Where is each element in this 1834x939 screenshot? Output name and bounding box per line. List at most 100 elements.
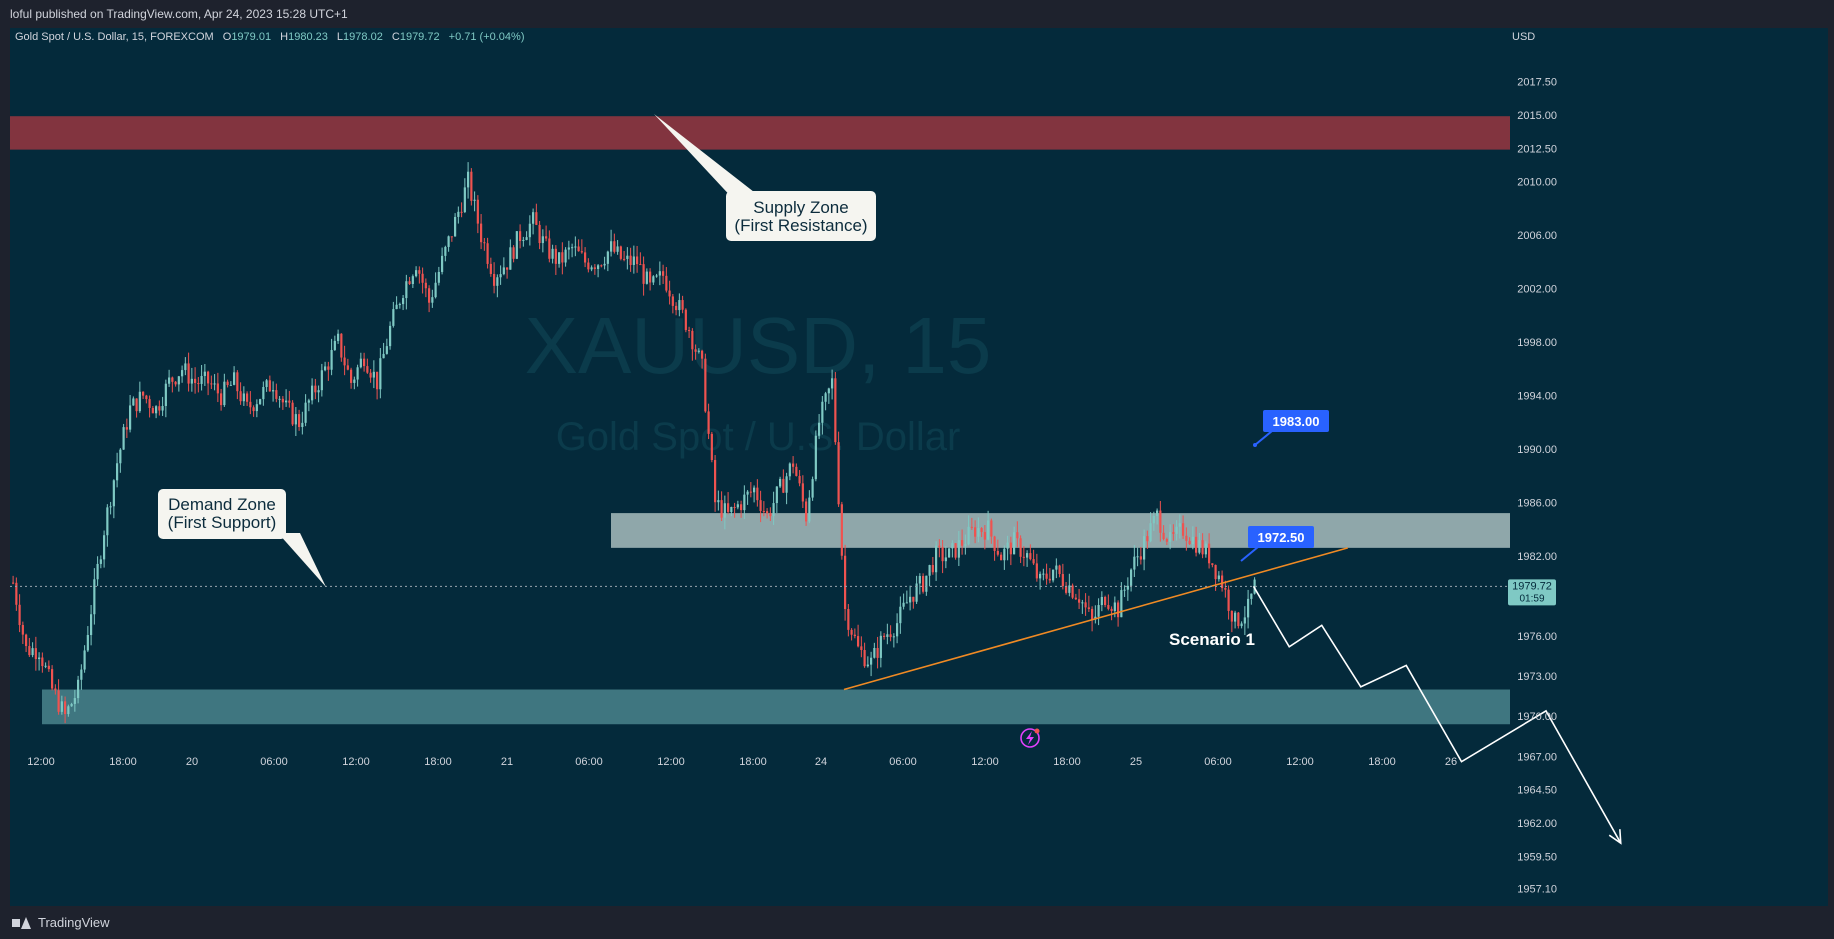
candle-body <box>870 657 873 665</box>
legend-h-label: H <box>280 31 288 43</box>
candle-body <box>603 263 606 266</box>
candle-body <box>720 500 723 518</box>
candle-body <box>1087 607 1090 609</box>
candle-body <box>307 400 310 403</box>
price-label-1983[interactable]: 1983.00 <box>1253 410 1329 447</box>
candle-body <box>1117 602 1120 618</box>
candle-body <box>704 358 707 412</box>
candle-body <box>1000 554 1003 561</box>
candle-body <box>564 249 567 263</box>
candle-body <box>1159 510 1162 533</box>
candle-body <box>382 353 385 359</box>
candle-body <box>668 290 671 297</box>
candle-body <box>437 271 440 283</box>
candle-body <box>652 276 655 283</box>
candle-body <box>743 494 746 511</box>
candle-body <box>1185 535 1188 541</box>
candle-body <box>1029 553 1032 560</box>
candle-body <box>1084 602 1087 608</box>
candle-body <box>21 625 24 635</box>
candle-body <box>1100 596 1103 606</box>
candle-body <box>1091 608 1094 620</box>
last-price-value: 1979.72 <box>1512 580 1552 592</box>
candle-body <box>18 604 21 626</box>
candle-body <box>710 433 713 461</box>
candle-body <box>889 634 892 638</box>
candle-body <box>1146 536 1149 542</box>
candle-body <box>122 427 125 450</box>
legend-change: +0.71 (+0.04%) <box>449 31 525 43</box>
candle-body <box>489 263 492 274</box>
candle-body <box>1224 588 1227 590</box>
candle-body <box>688 330 691 332</box>
candle-body <box>252 407 255 412</box>
candle-body <box>148 399 151 408</box>
watermark-ticker: XAUUSD, 15 <box>525 301 992 390</box>
price-tick-label: 1994.00 <box>1517 391 1557 403</box>
candle-body <box>853 634 856 637</box>
candle-body <box>454 216 457 237</box>
candle-body <box>112 480 115 507</box>
candle-body <box>411 276 414 285</box>
candle-body <box>873 647 876 658</box>
candle-body <box>1208 543 1211 564</box>
candle-body <box>993 536 996 551</box>
candle-body <box>255 404 258 412</box>
candle-body <box>275 390 278 399</box>
candle-body <box>938 545 941 548</box>
candle-body <box>203 371 206 376</box>
candle-body <box>340 333 343 358</box>
candle-body <box>268 380 271 392</box>
candle-body <box>119 449 122 464</box>
candle-body <box>1247 598 1250 618</box>
price-chart[interactable]: XAUUSD, 15 Gold Spot / U.S. Dollar Gold … <box>10 28 1828 906</box>
flash-icon[interactable] <box>1020 728 1040 748</box>
candle-body <box>1058 565 1061 575</box>
candle-body <box>909 596 912 603</box>
candle-body <box>1178 523 1181 527</box>
candle-body <box>200 375 203 384</box>
candle-body <box>369 372 372 378</box>
candles <box>12 162 1256 724</box>
candle-body <box>821 401 824 423</box>
candle-body <box>899 606 902 624</box>
candle-body <box>1013 532 1016 555</box>
price-label-1972[interactable]: 1972.50 <box>1240 526 1314 562</box>
candle-body <box>106 507 109 536</box>
price-axis: 2017.50 2015.00 2012.50 2010.00 2006.00 2002.… <box>1517 76 1557 895</box>
candle-body <box>616 246 619 252</box>
ohlc-legend: Gold Spot / U.S. Dollar, 15, FOREXCOM O1… <box>15 31 525 43</box>
candle-body <box>850 629 853 635</box>
candle-body <box>714 460 717 503</box>
candle-body <box>1217 575 1220 580</box>
footer-brand[interactable]: TradingView <box>38 915 110 930</box>
candle-body <box>1055 565 1058 570</box>
price-tick-label: 1998.00 <box>1517 337 1557 349</box>
candle-body <box>281 398 284 403</box>
candle-body <box>132 398 135 406</box>
time-tick-label: 18:00 <box>1368 756 1396 768</box>
candle-body <box>333 340 336 350</box>
candle-body <box>964 544 967 546</box>
candle-body <box>1191 536 1194 545</box>
candle-body <box>590 267 593 270</box>
candle-body <box>1221 575 1224 589</box>
candle-body <box>671 296 674 306</box>
candle-body <box>1039 573 1042 579</box>
candle-body <box>379 358 382 390</box>
candle-body <box>398 304 401 306</box>
candle-body <box>1019 538 1022 557</box>
time-tick-label: 20 <box>186 756 198 768</box>
candle-body <box>727 503 730 512</box>
candle-body <box>545 236 548 239</box>
price-tick-label: 1986.00 <box>1517 497 1557 509</box>
candle-body <box>109 506 112 508</box>
candle-body <box>314 385 317 393</box>
candle-body <box>662 271 665 276</box>
candle-body <box>499 274 502 278</box>
candle-body <box>395 304 398 310</box>
candle-body <box>977 528 980 537</box>
legend-o-value: 1979.01 <box>231 31 271 43</box>
candle-body <box>1104 596 1107 606</box>
candle-body <box>12 582 15 584</box>
